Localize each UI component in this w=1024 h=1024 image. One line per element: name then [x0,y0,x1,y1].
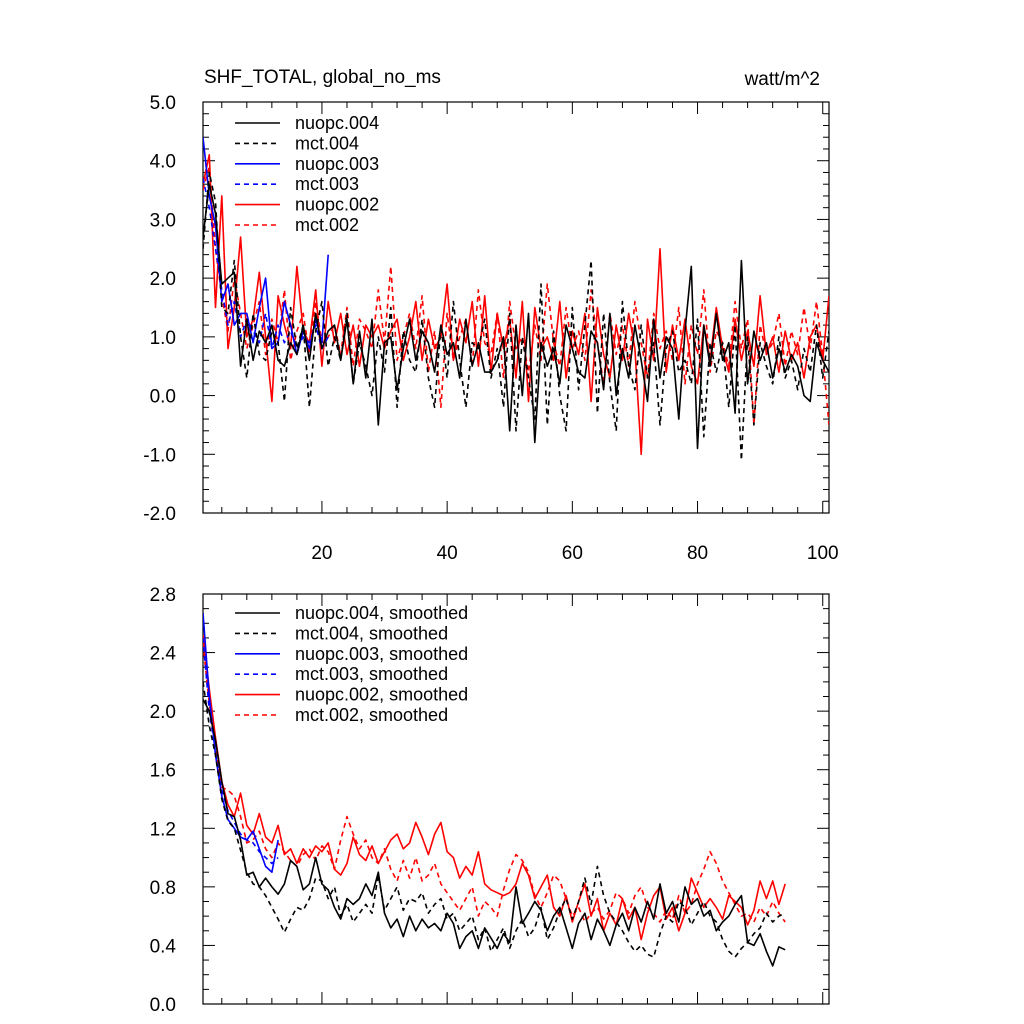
bottom-y-tick-label: 2.0 [150,702,176,723]
bottom-legend-label: nuopc.004, smoothed [295,603,468,623]
bottom-legend-label: nuopc.002, smoothed [295,685,468,705]
bottom-series-mct-004-smoothed [203,681,786,958]
top-x-tick-label: 80 [687,543,708,564]
top-y-tick-label: -1.0 [143,445,176,466]
top-legend-label: mct.002 [295,215,359,235]
top-legend-label: nuopc.004 [295,113,379,133]
bottom-y-tick-label: 0.0 [150,995,176,1016]
top-y-tick-label: 0.0 [150,387,176,408]
bottom-legend-label: mct.003, smoothed [295,664,448,684]
top-x-tick-label: 40 [437,543,458,564]
bottom-series-mct-002-smoothed [203,643,786,923]
top-chart-title: SHF_TOTAL, global_no_ms [204,67,441,88]
top-y-tick-label: 5.0 [150,93,176,114]
top-x-tick-label: 60 [562,543,583,564]
bottom-y-tick-label: 0.8 [150,878,176,899]
top-y-tick-label: 3.0 [150,210,176,231]
top-legend-label: mct.004 [295,133,359,153]
top-y-tick-label: -2.0 [143,504,176,525]
bottom-panel: 0.0 0.4 0.8 1.2 1.6 2.0 2.4 2.8 nuopc.004, smoot… [150,585,830,1016]
top-chart-units: watt/m^2 [744,69,820,90]
top-series-mct-004 [203,171,829,462]
bottom-y-tick-label: 2.8 [150,585,176,606]
top-y-tick-label: 2.0 [150,269,176,290]
top-plot-frame [202,101,830,514]
top-series-nuopc-004 [203,183,829,450]
top-x-tick-label: 20 [311,543,332,564]
bottom-y-tick-label: 1.6 [150,761,176,782]
top-legend-label: mct.003 [295,174,359,194]
top-y-tick-label: 4.0 [150,152,176,173]
bottom-y-tick-label: 1.2 [150,819,176,840]
bottom-y-tick-label: 0.4 [150,936,177,957]
bottom-series-nuopc-004-smoothed [203,699,786,967]
top-series-nuopc-003 [203,137,329,356]
top-legend-label: nuopc.003 [295,154,379,174]
top-panel: -2.0 -1.0 0.0 1.0 2.0 3.0 4.0 5.0 20 40 60 80 100 nuo… [143,93,838,564]
bottom-series-nuopc-002-smoothed [203,634,786,941]
bottom-y-tick-label: 2.4 [150,644,177,665]
bottom-series-mct-003-smoothed [203,637,279,865]
top-y-tick-label: 1.0 [150,328,176,349]
bottom-legend-label: mct.004, smoothed [295,623,448,643]
bottom-legend-label: mct.002, smoothed [295,705,448,725]
bottom-legend-label: nuopc.003, smoothed [295,644,468,664]
top-legend-label: nuopc.002 [295,195,379,215]
top-x-tick-label: 100 [807,543,839,564]
